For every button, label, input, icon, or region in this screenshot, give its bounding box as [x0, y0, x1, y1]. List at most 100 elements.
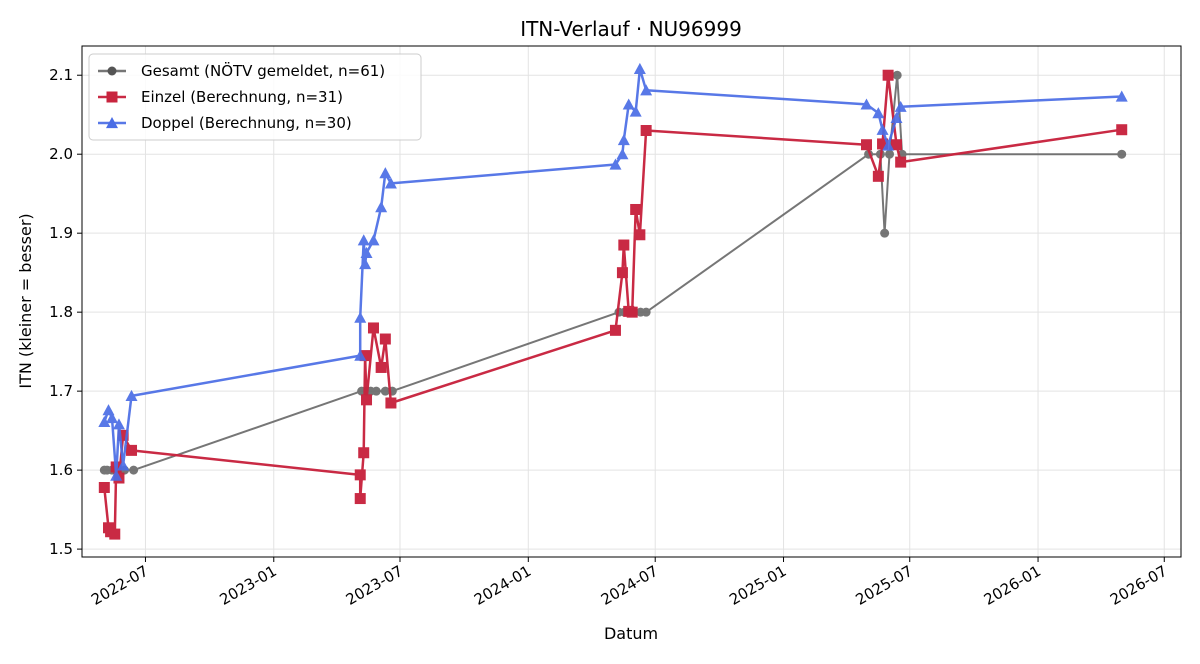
- doppel-point: [622, 98, 635, 110]
- doppel-point: [616, 148, 629, 160]
- series-line: [103, 73, 1122, 536]
- einzel-point: [385, 397, 397, 409]
- einzel-point: [361, 394, 373, 406]
- doppel-point: [379, 167, 392, 179]
- doppel-point: [876, 123, 889, 135]
- x-tick-label: 2022-07: [88, 562, 151, 609]
- einzel-point: [882, 69, 894, 81]
- doppel-point: [860, 98, 873, 110]
- doppel-point: [359, 257, 372, 270]
- gesamt-point: [380, 386, 390, 396]
- einzel-point: [359, 350, 371, 362]
- doppel-point: [105, 411, 118, 424]
- einzel-point: [358, 447, 370, 459]
- x-tick-label: 2025-07: [852, 562, 915, 609]
- einzel-point: [616, 267, 628, 279]
- doppel-point: [375, 201, 388, 213]
- plot-frame: [81, 45, 1182, 558]
- einzel-point: [98, 481, 110, 493]
- doppel-point: [633, 62, 646, 75]
- legend: Gesamt (NÖTV gemeldet, n=61) Einzel (Bere…: [88, 53, 422, 141]
- legend-marker: [106, 117, 118, 129]
- chart-title: ITN-Verlauf · NU96999: [520, 17, 742, 41]
- gesamt-point: [1117, 149, 1127, 159]
- einzel-point: [117, 429, 129, 441]
- doppel-point: [125, 389, 138, 401]
- einzel-point: [354, 469, 366, 481]
- legend-item: Gesamt (NÖTV gemeldet, n=61): [98, 61, 385, 80]
- data-series: [98, 62, 1128, 540]
- doppel-point: [110, 469, 123, 481]
- legend-box: [88, 53, 422, 141]
- legend-label: Doppel (Berechnung, n=30): [141, 114, 352, 132]
- y-tick-label: 1.9: [49, 224, 73, 242]
- doppel-point: [367, 234, 380, 246]
- legend-label: Einzel (Berechnung, n=31): [141, 88, 343, 106]
- x-tick-label: 2024-01: [471, 562, 534, 609]
- einzel-point: [634, 229, 646, 241]
- gesamt-point: [641, 307, 651, 317]
- doppel-point: [894, 100, 907, 112]
- einzel-point: [354, 493, 366, 505]
- x-tick-label: 2023-01: [216, 562, 279, 609]
- series-doppel: [98, 62, 1128, 481]
- y-tick-label: 1.8: [49, 303, 73, 321]
- legend-item: Einzel (Berechnung, n=31): [98, 88, 343, 106]
- einzel-point: [379, 333, 391, 345]
- doppel-point: [872, 107, 885, 119]
- doppel-point: [609, 158, 622, 170]
- doppel-point: [354, 349, 367, 361]
- einzel-point: [367, 322, 379, 334]
- y-tick-label: 1.6: [49, 461, 73, 479]
- gesamt-point: [371, 386, 381, 396]
- y-tick-label: 2.1: [49, 66, 73, 84]
- y-tick-label: 2.0: [49, 145, 73, 163]
- gesamt-point: [129, 465, 139, 475]
- doppel-point: [640, 84, 653, 96]
- legend-marker: [107, 66, 117, 76]
- y-tick-label: 1.7: [49, 382, 73, 400]
- doppel-point: [890, 111, 903, 123]
- doppel-point: [102, 404, 115, 416]
- gesamt-point: [892, 70, 902, 80]
- x-axis-label: Datum: [604, 624, 658, 643]
- einzel-point: [630, 203, 642, 215]
- einzel-point: [877, 138, 889, 150]
- x-tick-label: 2026-01: [981, 562, 1044, 609]
- einzel-point: [126, 444, 138, 456]
- einzel-point: [375, 361, 387, 373]
- doppel-point: [98, 415, 111, 428]
- doppel-point: [354, 311, 367, 323]
- gesamt-point: [885, 149, 895, 159]
- einzel-point: [890, 139, 902, 151]
- doppel-point: [629, 105, 642, 117]
- einzel-point: [618, 239, 630, 251]
- doppel-point: [360, 246, 373, 259]
- doppel-point: [617, 133, 630, 146]
- einzel-point: [1116, 124, 1128, 136]
- legend-item: Doppel (Berechnung, n=30): [98, 114, 352, 132]
- doppel-point: [1115, 90, 1128, 102]
- y-axis-label: ITN (kleiner = besser): [16, 213, 35, 388]
- y-tick-label: 1.5: [49, 540, 73, 558]
- doppel-point: [112, 418, 125, 430]
- legend-label: Gesamt (NÖTV gemeldet, n=61): [141, 61, 385, 80]
- doppel-point: [882, 139, 895, 151]
- einzel-point: [861, 139, 873, 151]
- einzel-point: [609, 324, 621, 336]
- doppel-point: [117, 459, 130, 471]
- legend-marker: [106, 91, 118, 103]
- einzel-point: [872, 170, 884, 182]
- doppel-point: [384, 177, 397, 189]
- gesamt-point: [880, 228, 890, 238]
- doppel-point: [357, 234, 370, 246]
- einzel-point: [626, 306, 638, 318]
- x-tick-label: 2023-07: [343, 562, 406, 609]
- x-tick-label: 2025-01: [726, 562, 789, 609]
- x-tick-label: 2026-07: [1107, 562, 1170, 609]
- einzel-point: [109, 528, 121, 540]
- einzel-point: [895, 156, 907, 168]
- x-tick-label: 2024-07: [598, 562, 661, 609]
